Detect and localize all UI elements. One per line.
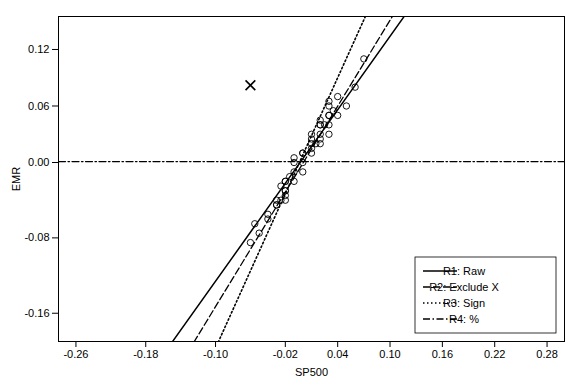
svg-text:R3: Sign: R3: Sign	[443, 297, 485, 309]
svg-text:SP500: SP500	[295, 366, 328, 378]
svg-text:0.16: 0.16	[432, 348, 453, 360]
svg-text:EMR: EMR	[10, 167, 22, 192]
svg-text:R2: Exclude X: R2: Exclude X	[429, 281, 499, 293]
svg-text:-0.26: -0.26	[63, 348, 88, 360]
svg-text:-0.18: -0.18	[133, 348, 158, 360]
svg-text:-0.08: -0.08	[24, 231, 49, 243]
svg-text:-0.02: -0.02	[273, 348, 298, 360]
svg-text:R4: %: R4: %	[449, 313, 479, 325]
svg-text:-0.10: -0.10	[203, 348, 228, 360]
svg-text:0.04: 0.04	[327, 348, 348, 360]
svg-text:0.06: 0.06	[28, 100, 49, 112]
svg-text:-0.16: -0.16	[24, 307, 49, 319]
svg-text:0.28: 0.28	[536, 348, 557, 360]
svg-text:0.22: 0.22	[484, 348, 505, 360]
svg-text:0.12: 0.12	[28, 43, 49, 55]
svg-text:0.10: 0.10	[379, 348, 400, 360]
svg-text:0.00: 0.00	[28, 156, 49, 168]
svg-text:R1: Raw: R1: Raw	[443, 265, 485, 277]
